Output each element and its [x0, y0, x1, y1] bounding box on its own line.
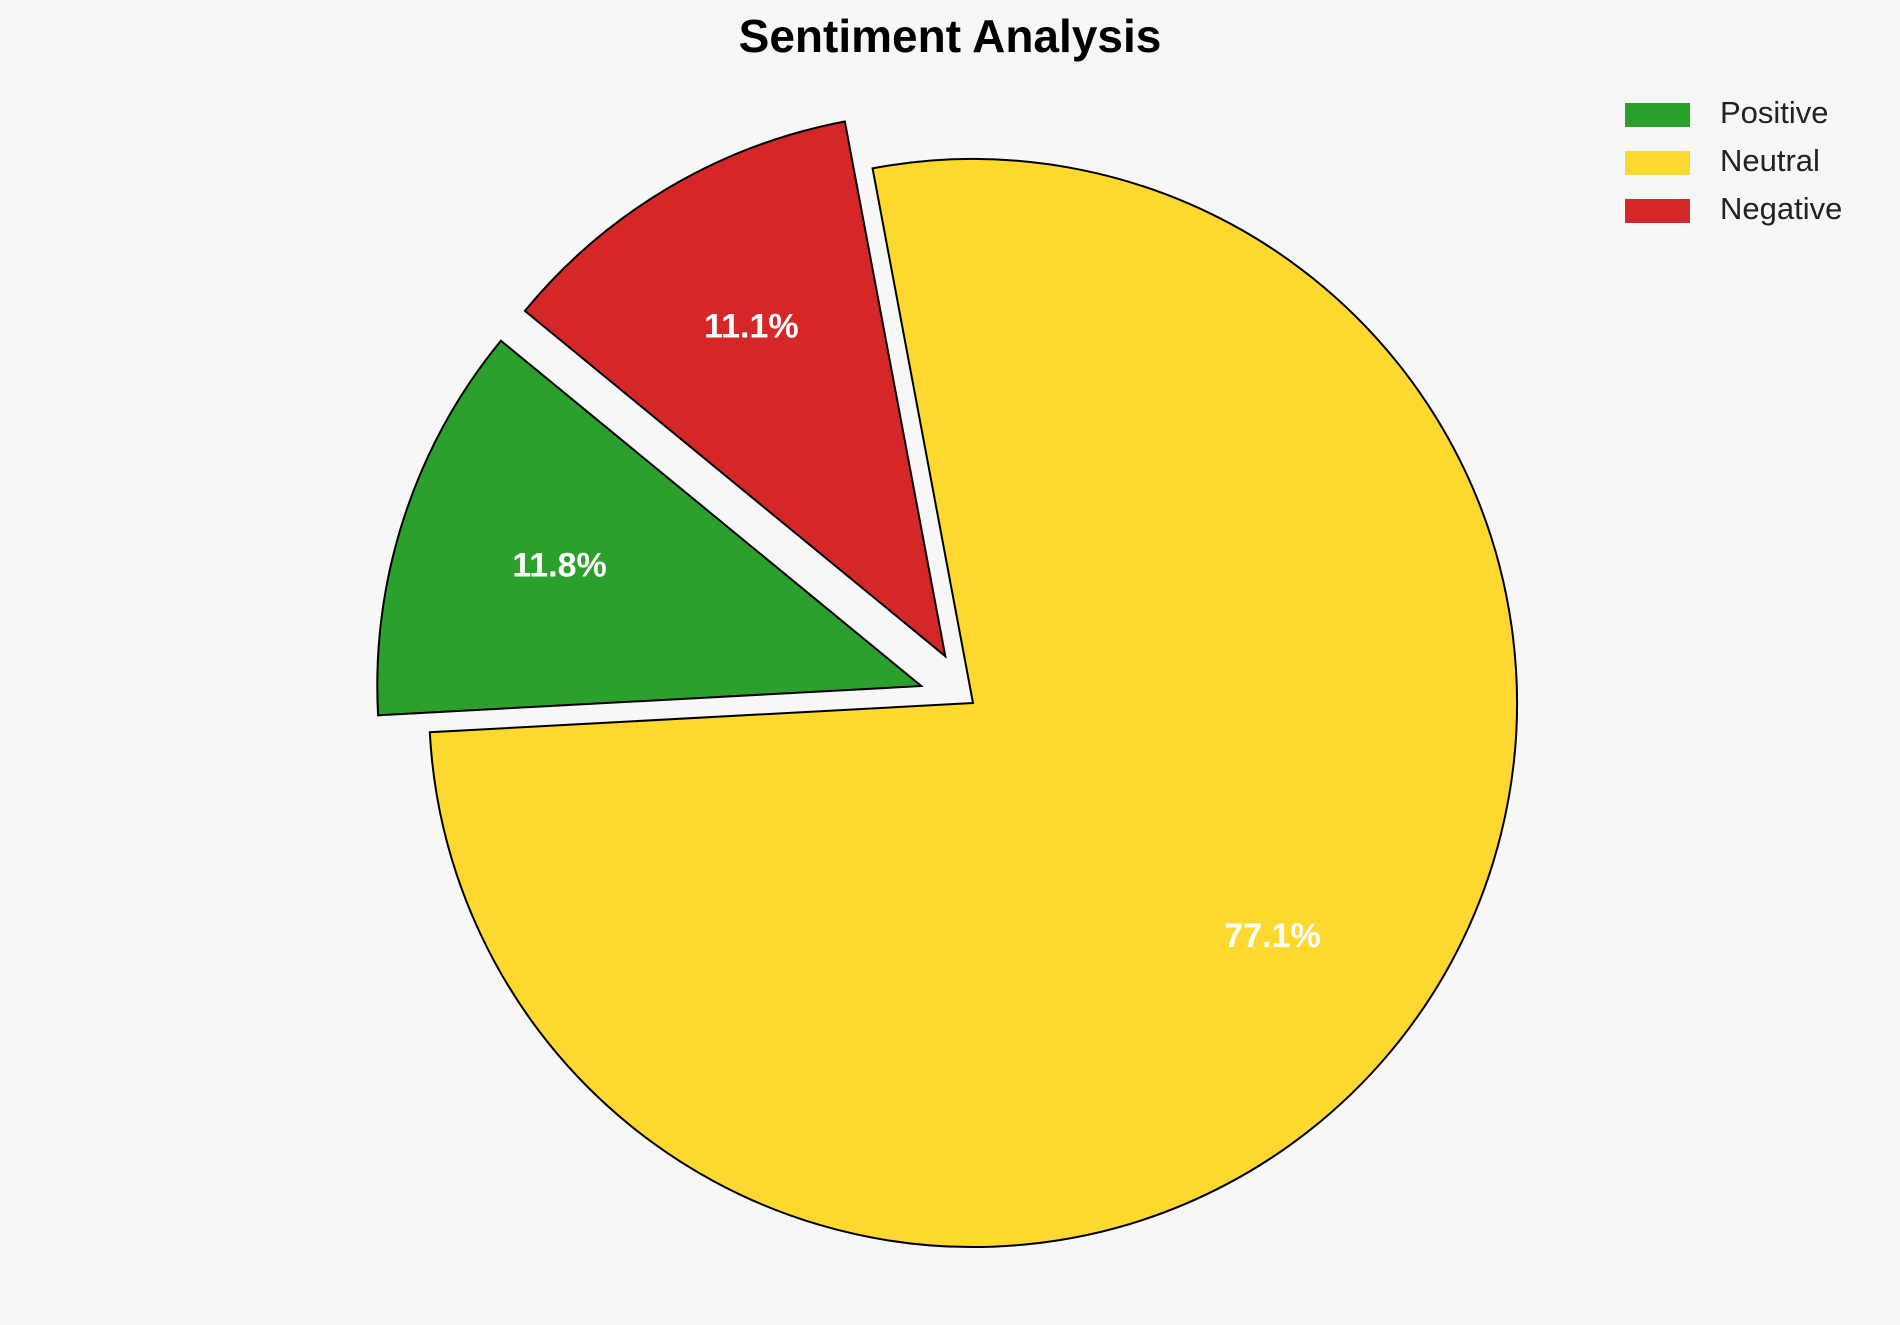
- legend-label: Neutral: [1720, 143, 1820, 178]
- slice-label: 11.1%: [704, 307, 799, 345]
- pie-slice: [428, 158, 1518, 1248]
- slice-label: 77.1%: [1224, 917, 1320, 955]
- legend-label: Positive: [1720, 95, 1829, 130]
- legend-swatch: [1625, 151, 1690, 175]
- chart-title: Sentiment Analysis: [739, 10, 1162, 62]
- legend-swatch: [1625, 199, 1690, 223]
- pie-slice: [523, 120, 947, 659]
- pie-slice: [376, 339, 924, 717]
- legend-swatch: [1625, 103, 1690, 127]
- legend-label: Negative: [1720, 191, 1842, 226]
- slice-label: 11.8%: [512, 546, 607, 584]
